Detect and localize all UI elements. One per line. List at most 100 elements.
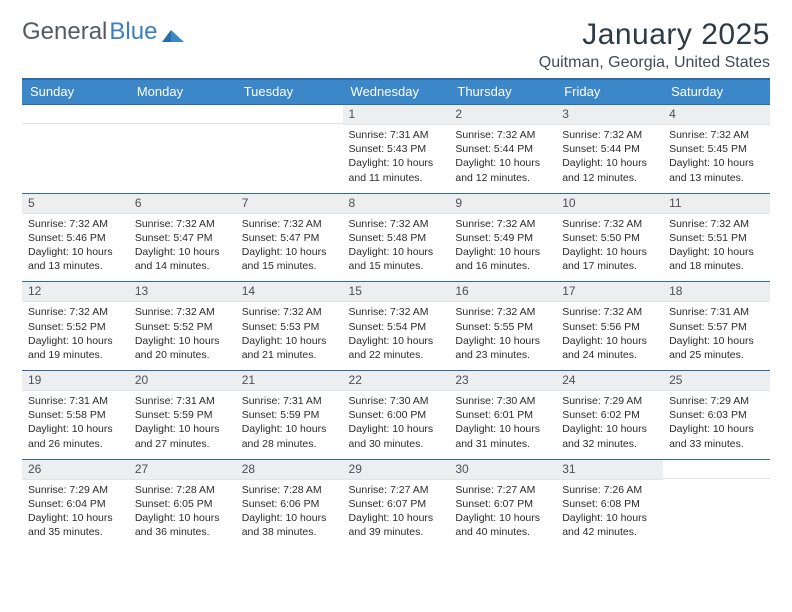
day-number: 10 — [556, 194, 663, 214]
day-number: 12 — [22, 282, 129, 302]
calendar-day-cell: 6Sunrise: 7:32 AMSunset: 5:47 PMDaylight… — [129, 193, 236, 282]
day-number: 24 — [556, 371, 663, 391]
calendar-week-row: 12Sunrise: 7:32 AMSunset: 5:52 PMDayligh… — [22, 282, 770, 371]
calendar-day-cell: 22Sunrise: 7:30 AMSunset: 6:00 PMDayligh… — [343, 371, 450, 460]
day-number: 14 — [236, 282, 343, 302]
calendar-day-cell: 11Sunrise: 7:32 AMSunset: 5:51 PMDayligh… — [663, 193, 770, 282]
calendar-day-cell: 30Sunrise: 7:27 AMSunset: 6:07 PMDayligh… — [449, 459, 556, 547]
calendar-day-cell: 29Sunrise: 7:27 AMSunset: 6:07 PMDayligh… — [343, 459, 450, 547]
calendar-week-row: 1Sunrise: 7:31 AMSunset: 5:43 PMDaylight… — [22, 105, 770, 194]
calendar-day-cell: 26Sunrise: 7:29 AMSunset: 6:04 PMDayligh… — [22, 459, 129, 547]
day-number: 21 — [236, 371, 343, 391]
day-number: 30 — [449, 460, 556, 480]
calendar-header-row: Sunday Monday Tuesday Wednesday Thursday… — [22, 79, 770, 105]
calendar-day-cell: 10Sunrise: 7:32 AMSunset: 5:50 PMDayligh… — [556, 193, 663, 282]
calendar-day-cell: 16Sunrise: 7:32 AMSunset: 5:55 PMDayligh… — [449, 282, 556, 371]
day-details: Sunrise: 7:31 AMSunset: 5:43 PMDaylight:… — [343, 125, 450, 193]
day-details: Sunrise: 7:32 AMSunset: 5:54 PMDaylight:… — [343, 302, 450, 370]
day-number: 17 — [556, 282, 663, 302]
calendar-day-cell: 17Sunrise: 7:32 AMSunset: 5:56 PMDayligh… — [556, 282, 663, 371]
day-details: Sunrise: 7:32 AMSunset: 5:52 PMDaylight:… — [129, 302, 236, 370]
calendar-day-cell: 24Sunrise: 7:29 AMSunset: 6:02 PMDayligh… — [556, 371, 663, 460]
day-number: 22 — [343, 371, 450, 391]
day-details: Sunrise: 7:26 AMSunset: 6:08 PMDaylight:… — [556, 480, 663, 548]
day-number: 3 — [556, 105, 663, 125]
day-details: Sunrise: 7:32 AMSunset: 5:53 PMDaylight:… — [236, 302, 343, 370]
day-number: 5 — [22, 194, 129, 214]
calendar-day-cell: 31Sunrise: 7:26 AMSunset: 6:08 PMDayligh… — [556, 459, 663, 547]
day-number: 25 — [663, 371, 770, 391]
day-details: Sunrise: 7:29 AMSunset: 6:04 PMDaylight:… — [22, 480, 129, 548]
calendar-empty-cell — [22, 105, 129, 194]
day-details: Sunrise: 7:32 AMSunset: 5:44 PMDaylight:… — [556, 125, 663, 193]
weekday-header: Thursday — [449, 79, 556, 105]
day-number: 13 — [129, 282, 236, 302]
logo-text-general: General — [22, 18, 107, 46]
logo-text-blue: Blue — [109, 18, 157, 46]
weekday-header: Tuesday — [236, 79, 343, 105]
day-number: 29 — [343, 460, 450, 480]
day-details: Sunrise: 7:31 AMSunset: 5:57 PMDaylight:… — [663, 302, 770, 370]
day-details: Sunrise: 7:31 AMSunset: 5:59 PMDaylight:… — [129, 391, 236, 459]
calendar-day-cell: 28Sunrise: 7:28 AMSunset: 6:06 PMDayligh… — [236, 459, 343, 547]
weekday-header: Saturday — [663, 79, 770, 105]
calendar-body: 1Sunrise: 7:31 AMSunset: 5:43 PMDaylight… — [22, 105, 770, 548]
day-number: 9 — [449, 194, 556, 214]
logo-mark-icon — [162, 23, 188, 41]
calendar-day-cell: 25Sunrise: 7:29 AMSunset: 6:03 PMDayligh… — [663, 371, 770, 460]
calendar-table: Sunday Monday Tuesday Wednesday Thursday… — [22, 78, 770, 547]
day-details: Sunrise: 7:32 AMSunset: 5:49 PMDaylight:… — [449, 214, 556, 282]
calendar-day-cell: 18Sunrise: 7:31 AMSunset: 5:57 PMDayligh… — [663, 282, 770, 371]
day-details: Sunrise: 7:32 AMSunset: 5:47 PMDaylight:… — [129, 214, 236, 282]
day-number: 28 — [236, 460, 343, 480]
day-details: Sunrise: 7:30 AMSunset: 6:01 PMDaylight:… — [449, 391, 556, 459]
day-number: 19 — [22, 371, 129, 391]
day-details: Sunrise: 7:32 AMSunset: 5:45 PMDaylight:… — [663, 125, 770, 193]
calendar-day-cell: 4Sunrise: 7:32 AMSunset: 5:45 PMDaylight… — [663, 105, 770, 194]
calendar-day-cell: 7Sunrise: 7:32 AMSunset: 5:47 PMDaylight… — [236, 193, 343, 282]
day-details: Sunrise: 7:31 AMSunset: 5:58 PMDaylight:… — [22, 391, 129, 459]
day-details: Sunrise: 7:30 AMSunset: 6:00 PMDaylight:… — [343, 391, 450, 459]
day-number: 6 — [129, 194, 236, 214]
day-details: Sunrise: 7:31 AMSunset: 5:59 PMDaylight:… — [236, 391, 343, 459]
weekday-header: Friday — [556, 79, 663, 105]
day-details: Sunrise: 7:32 AMSunset: 5:44 PMDaylight:… — [449, 125, 556, 193]
calendar-empty-cell — [236, 105, 343, 194]
calendar-page: GeneralBlue January 2025 Quitman, Georgi… — [0, 0, 792, 557]
day-details: Sunrise: 7:32 AMSunset: 5:50 PMDaylight:… — [556, 214, 663, 282]
calendar-day-cell: 9Sunrise: 7:32 AMSunset: 5:49 PMDaylight… — [449, 193, 556, 282]
weekday-header: Sunday — [22, 79, 129, 105]
day-details: Sunrise: 7:27 AMSunset: 6:07 PMDaylight:… — [449, 480, 556, 548]
day-number: 1 — [343, 105, 450, 125]
calendar-day-cell: 12Sunrise: 7:32 AMSunset: 5:52 PMDayligh… — [22, 282, 129, 371]
day-details: Sunrise: 7:32 AMSunset: 5:48 PMDaylight:… — [343, 214, 450, 282]
day-number: 27 — [129, 460, 236, 480]
calendar-day-cell: 8Sunrise: 7:32 AMSunset: 5:48 PMDaylight… — [343, 193, 450, 282]
calendar-week-row: 5Sunrise: 7:32 AMSunset: 5:46 PMDaylight… — [22, 193, 770, 282]
calendar-week-row: 26Sunrise: 7:29 AMSunset: 6:04 PMDayligh… — [22, 459, 770, 547]
day-details: Sunrise: 7:32 AMSunset: 5:51 PMDaylight:… — [663, 214, 770, 282]
day-number: 11 — [663, 194, 770, 214]
day-details: Sunrise: 7:28 AMSunset: 6:06 PMDaylight:… — [236, 480, 343, 548]
day-number: 18 — [663, 282, 770, 302]
calendar-empty-cell — [663, 459, 770, 547]
day-details: Sunrise: 7:32 AMSunset: 5:56 PMDaylight:… — [556, 302, 663, 370]
day-number: 8 — [343, 194, 450, 214]
calendar-day-cell: 2Sunrise: 7:32 AMSunset: 5:44 PMDaylight… — [449, 105, 556, 194]
day-number: 26 — [22, 460, 129, 480]
calendar-day-cell: 21Sunrise: 7:31 AMSunset: 5:59 PMDayligh… — [236, 371, 343, 460]
calendar-day-cell: 5Sunrise: 7:32 AMSunset: 5:46 PMDaylight… — [22, 193, 129, 282]
day-number: 15 — [343, 282, 450, 302]
top-bar: GeneralBlue January 2025 Quitman, Georgi… — [22, 18, 770, 72]
calendar-empty-cell — [129, 105, 236, 194]
page-subtitle: Quitman, Georgia, United States — [539, 54, 770, 72]
calendar-day-cell: 19Sunrise: 7:31 AMSunset: 5:58 PMDayligh… — [22, 371, 129, 460]
day-details: Sunrise: 7:29 AMSunset: 6:02 PMDaylight:… — [556, 391, 663, 459]
calendar-day-cell: 1Sunrise: 7:31 AMSunset: 5:43 PMDaylight… — [343, 105, 450, 194]
day-number: 31 — [556, 460, 663, 480]
weekday-header: Monday — [129, 79, 236, 105]
calendar-day-cell: 27Sunrise: 7:28 AMSunset: 6:05 PMDayligh… — [129, 459, 236, 547]
day-number: 4 — [663, 105, 770, 125]
calendar-day-cell: 15Sunrise: 7:32 AMSunset: 5:54 PMDayligh… — [343, 282, 450, 371]
calendar-day-cell: 13Sunrise: 7:32 AMSunset: 5:52 PMDayligh… — [129, 282, 236, 371]
